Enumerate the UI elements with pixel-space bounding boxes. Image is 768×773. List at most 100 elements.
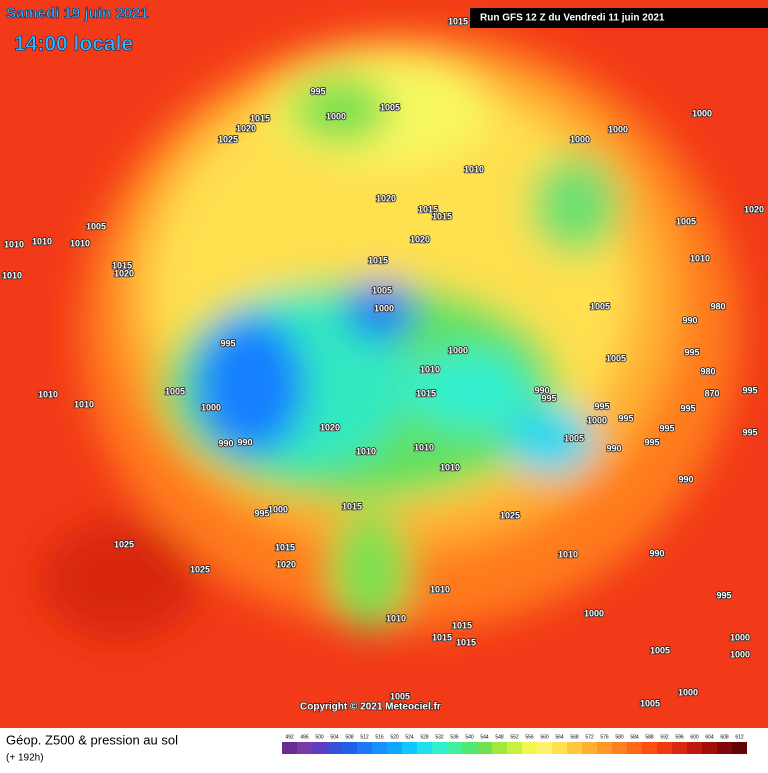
legend-level: 528 — [420, 734, 429, 740]
pressure-label: 1025 — [114, 539, 134, 549]
pressure-label: 995 — [716, 590, 731, 600]
pressure-label: 995 — [220, 338, 235, 348]
pressure-label: 1010 — [464, 164, 484, 174]
pressure-label: 1010 — [558, 549, 578, 559]
pressure-label: 1010 — [430, 584, 450, 594]
legend-swatch — [402, 742, 417, 754]
legend-swatch — [672, 742, 687, 754]
pressure-label: 990 — [682, 315, 697, 325]
legend-swatch — [642, 742, 657, 754]
legend-swatch — [387, 742, 402, 754]
pressure-label: 995 — [594, 401, 609, 411]
legend-level: 560 — [540, 734, 549, 740]
legend-level: 600 — [690, 734, 699, 740]
pressure-label: 1000 — [730, 632, 750, 642]
pressure-label: 1010 — [38, 389, 58, 399]
pressure-label: 1005 — [606, 353, 626, 363]
pressure-label: 1020 — [410, 234, 430, 244]
legend-swatch — [372, 742, 387, 754]
legend-level: 504 — [330, 734, 339, 740]
legend-swatch — [537, 742, 552, 754]
legend-level: 568 — [570, 734, 579, 740]
run-label: Run GFS 12 Z du Vendredi 11 juin 2021 — [480, 13, 665, 24]
legend-level: 552 — [510, 734, 519, 740]
legend-swatch — [552, 742, 567, 754]
pressure-label: 1015 — [448, 16, 468, 26]
legend-level: 580 — [615, 734, 624, 740]
pressure-label: 1000 — [730, 649, 750, 659]
legend-level: 608 — [720, 734, 729, 740]
footer-lead: (+ 192h) — [6, 753, 44, 764]
pressure-label: 1005 — [650, 645, 670, 655]
pressure-label: 1015 — [452, 620, 472, 630]
legend-level: 524 — [405, 734, 414, 740]
legend-level: 576 — [600, 734, 609, 740]
legend-swatch — [522, 742, 537, 754]
color-legend: 492 496 500 504 508 512 516 520 524 528 532 536 540 5… — [282, 734, 747, 754]
legend-swatch — [282, 742, 297, 754]
pressure-label: 1005 — [590, 301, 610, 311]
legend-swatch — [312, 742, 327, 754]
copyright: Copyright © 2021 Meteociel.fr — [300, 702, 441, 713]
legend-level: 520 — [390, 734, 399, 740]
legend-swatch — [597, 742, 612, 754]
pressure-label: 1015 — [432, 211, 452, 221]
pressure-label: 1010 — [32, 236, 52, 246]
pressure-label: 1000 — [448, 345, 468, 355]
pressure-label: 1015 — [112, 260, 132, 270]
pressure-label: 1010 — [70, 238, 90, 248]
pressure-label: 995 — [680, 403, 695, 413]
legend-level: 532 — [435, 734, 444, 740]
legend-swatch — [432, 742, 447, 754]
legend-swatch — [297, 742, 312, 754]
legend-swatch — [447, 742, 462, 754]
pressure-label: 1005 — [676, 216, 696, 226]
pressure-label: 995 — [684, 347, 699, 357]
pressure-label: 990 — [649, 548, 664, 558]
pressure-label: 1010 — [414, 442, 434, 452]
legend-level: 612 — [735, 734, 744, 740]
pressure-label: 1010 — [690, 253, 710, 263]
pressure-label: 1015 — [416, 388, 436, 398]
pressure-label: 1020 — [376, 193, 396, 203]
legend-swatch — [657, 742, 672, 754]
pressure-label: 1000 — [608, 124, 628, 134]
pressure-label: 995 — [742, 427, 757, 437]
pressure-label: 1005 — [372, 285, 392, 295]
pressure-label: 1000 — [584, 608, 604, 618]
pressure-label: 1010 — [74, 399, 94, 409]
pressure-label: 1005 — [380, 102, 400, 112]
pressure-label: 990 — [237, 437, 252, 447]
pressure-label: 1005 — [165, 386, 185, 396]
pressure-label: 1015 — [275, 542, 295, 552]
legend-level: 492 — [285, 734, 294, 740]
geopotential-field — [40, 30, 740, 640]
pressure-label: 1015 — [368, 255, 388, 265]
legend-level: 540 — [465, 734, 474, 740]
pressure-label: 1020 — [276, 559, 296, 569]
pressure-label: 1000 — [570, 134, 590, 144]
pressure-label: 980 — [700, 366, 715, 376]
pressure-label: 1000 — [201, 402, 221, 412]
legend-level: 556 — [525, 734, 534, 740]
pressure-label: 1000 — [587, 415, 607, 425]
pressure-label: 1020 — [320, 422, 340, 432]
pressure-label: 1005 — [640, 698, 660, 708]
pressure-label: 1025 — [218, 134, 238, 144]
legend-level: 604 — [705, 734, 714, 740]
pressure-label: 990 — [218, 438, 233, 448]
pressure-label: 1015 — [250, 113, 270, 123]
legend-level: 548 — [495, 734, 504, 740]
pressure-label: 1020 — [236, 123, 256, 133]
legend-swatch — [567, 742, 582, 754]
legend-level: 512 — [360, 734, 369, 740]
time-label: 14:00 locale — [14, 33, 133, 56]
pressure-label: 1000 — [374, 303, 394, 313]
pressure-label: 1010 — [440, 462, 460, 472]
pressure-label: 1005 — [564, 433, 584, 443]
legend-level: 572 — [585, 734, 594, 740]
pressure-label: 1000 — [268, 504, 288, 514]
pressure-label: 1025 — [500, 510, 520, 520]
legend-swatch — [477, 742, 492, 754]
pressure-label: 1010 — [420, 364, 440, 374]
